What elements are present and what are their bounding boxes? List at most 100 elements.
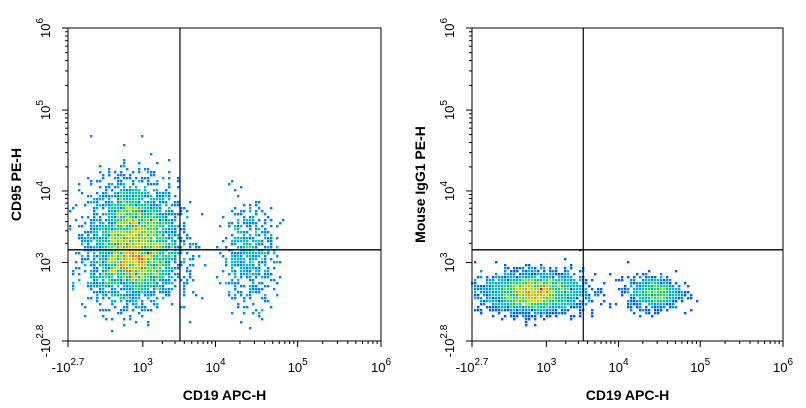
event-dot: [183, 294, 186, 297]
event-dot: [174, 261, 177, 264]
event-dot: [132, 195, 135, 198]
event-dot: [108, 213, 111, 216]
event-dot: [162, 213, 165, 216]
event-dot: [120, 213, 123, 216]
event-dot: [252, 267, 255, 270]
event-dot: [81, 225, 84, 228]
event-dot: [174, 285, 177, 288]
event-dot: [537, 300, 540, 303]
event-dot: [651, 300, 654, 303]
x-tick-label: 105: [288, 357, 308, 375]
event-dot: [243, 258, 246, 261]
event-dot: [663, 279, 666, 282]
event-dot: [621, 279, 624, 282]
event-dot: [150, 261, 153, 264]
event-dot: [585, 297, 588, 300]
event-dot: [255, 204, 258, 207]
event-dot: [141, 177, 144, 180]
event-dot: [147, 210, 150, 213]
event-dot: [174, 231, 177, 234]
event-dot: [135, 216, 138, 219]
event-dot: [102, 228, 105, 231]
event-dot: [162, 291, 165, 294]
event-dot: [162, 297, 165, 300]
event-dot: [240, 186, 243, 189]
event-dot: [132, 309, 135, 312]
event-dot: [150, 282, 153, 285]
event-dot: [105, 261, 108, 264]
event-dot: [648, 297, 651, 300]
event-dot: [126, 258, 129, 261]
event-dot: [156, 252, 159, 255]
event-dot: [144, 168, 147, 171]
event-dot: [549, 315, 552, 318]
event-dot: [546, 309, 549, 312]
event-dot: [504, 288, 507, 291]
event-dot: [105, 285, 108, 288]
event-dot: [657, 282, 660, 285]
event-dot: [180, 210, 183, 213]
event-dot: [234, 285, 237, 288]
event-dot: [630, 282, 633, 285]
event-dot: [120, 273, 123, 276]
event-dot: [525, 270, 528, 273]
event-dot: [276, 237, 279, 240]
event-dot: [534, 285, 537, 288]
event-dot: [156, 279, 159, 282]
event-dot: [132, 300, 135, 303]
event-dot: [519, 312, 522, 315]
event-dot: [138, 246, 141, 249]
event-dot: [219, 252, 222, 255]
event-dot: [495, 294, 498, 297]
event-dot: [138, 297, 141, 300]
event-dot: [96, 267, 99, 270]
event-dot: [576, 288, 579, 291]
event-dot: [159, 279, 162, 282]
event-dot: [486, 306, 489, 309]
event-dot: [507, 276, 510, 279]
event-dot: [483, 300, 486, 303]
event-dot: [141, 222, 144, 225]
event-dot: [105, 240, 108, 243]
event-dot: [111, 213, 114, 216]
event-dot: [546, 288, 549, 291]
event-dot: [123, 297, 126, 300]
event-dot: [654, 279, 657, 282]
event-dot: [195, 246, 198, 249]
event-dot: [501, 303, 504, 306]
event-dot: [138, 312, 141, 315]
event-dot: [258, 240, 261, 243]
event-dot: [156, 216, 159, 219]
event-dot: [159, 213, 162, 216]
event-dot: [567, 297, 570, 300]
event-dot: [144, 276, 147, 279]
event-dot: [168, 231, 171, 234]
event-dot: [492, 288, 495, 291]
event-dot: [696, 300, 699, 303]
event-dot: [120, 195, 123, 198]
event-dot: [102, 231, 105, 234]
event-dot: [231, 180, 234, 183]
event-dot: [138, 219, 141, 222]
event-dot: [618, 288, 621, 291]
event-dot: [141, 282, 144, 285]
event-dot: [561, 273, 564, 276]
event-dot: [516, 282, 519, 285]
event-dot: [150, 300, 153, 303]
event-dot: [591, 288, 594, 291]
event-dot: [570, 267, 573, 270]
event-dot: [135, 282, 138, 285]
event-dot: [651, 315, 654, 318]
event-dot: [156, 297, 159, 300]
event-dot: [102, 291, 105, 294]
event-dot: [93, 237, 96, 240]
event-dot: [660, 273, 663, 276]
event-dot: [648, 303, 651, 306]
event-dot: [153, 174, 156, 177]
event-dot: [240, 264, 243, 267]
event-dot: [147, 264, 150, 267]
event-dot: [132, 183, 135, 186]
event-dot: [102, 315, 105, 318]
event-dot: [663, 306, 666, 309]
event-dot: [537, 270, 540, 273]
